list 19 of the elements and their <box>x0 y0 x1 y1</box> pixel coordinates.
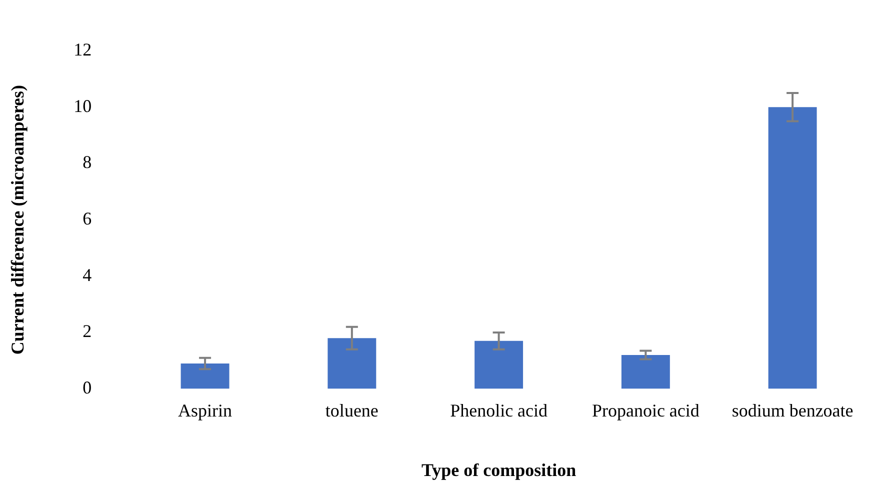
y-tick-label: 4 <box>82 264 92 285</box>
y-tick-label: 8 <box>82 152 92 172</box>
bar <box>328 338 376 389</box>
y-tick-label: 6 <box>82 208 92 229</box>
bar <box>474 340 524 389</box>
bar <box>768 107 817 389</box>
y-tick-label: 10 <box>74 96 92 116</box>
x-tick-label: sodium benzoate <box>732 400 854 420</box>
y-axis-title: Current difference (microamperes) <box>7 85 28 355</box>
x-axis-title: Type of composition <box>421 460 576 480</box>
x-tick-label: toluene <box>325 400 378 420</box>
x-tick-label: Aspirin <box>178 400 232 420</box>
y-tick-label: 0 <box>82 378 92 398</box>
bar <box>621 355 670 389</box>
y-tick-label: 12 <box>74 40 92 60</box>
x-tick-label: Phenolic acid <box>450 400 548 420</box>
x-tick-label: Propanoic acid <box>592 400 700 420</box>
bar <box>180 363 230 389</box>
y-tick-label: 2 <box>82 321 92 342</box>
